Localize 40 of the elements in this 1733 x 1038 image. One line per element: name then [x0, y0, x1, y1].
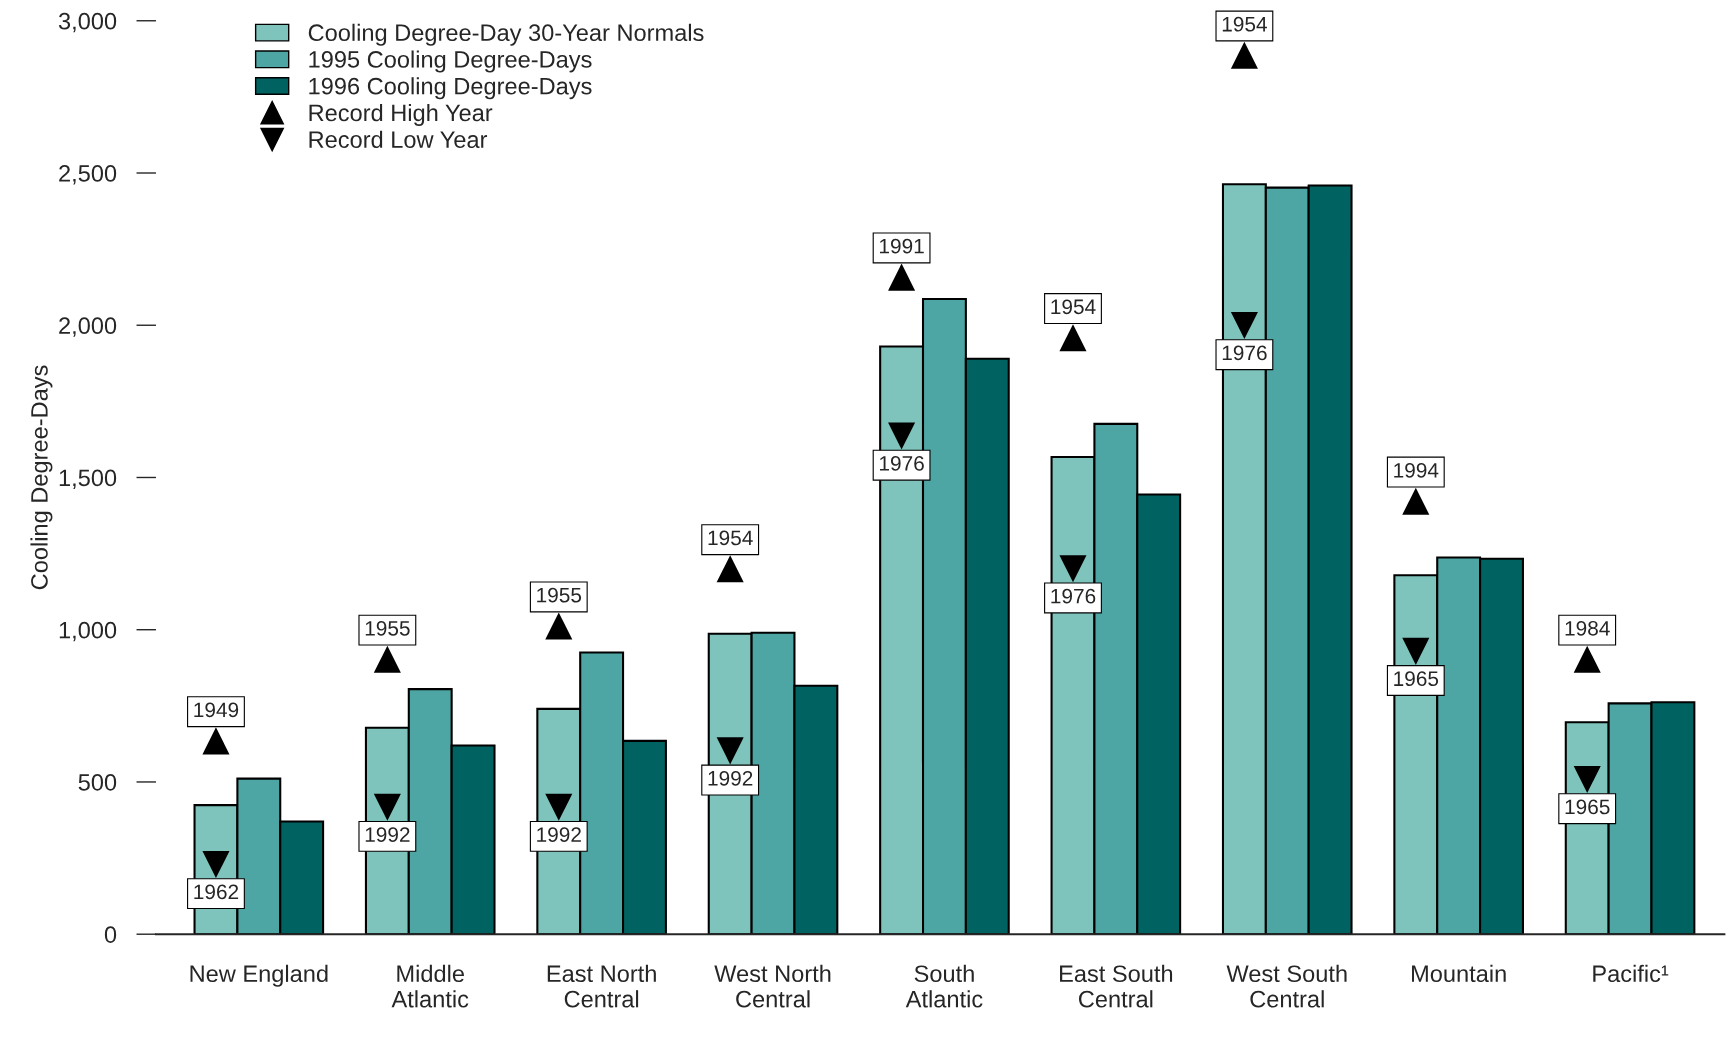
annotation: 1991 [880, 238, 924, 254]
x-tick-label: South Atlantic [905, 964, 983, 1008]
legend-label: Record Low Year [309, 130, 488, 149]
annotation: 1992 [708, 770, 753, 786]
y-tick-label: 3,000 [58, 12, 117, 33]
annotation: 1954 [1051, 299, 1096, 315]
annotation: 1954 [708, 530, 753, 546]
x-tick-label: East South Central [1060, 964, 1173, 1008]
x-tick-label: Middle Atlantic [391, 964, 469, 1008]
annotation: 1992 [365, 827, 410, 842]
annotation: 1992 [537, 827, 581, 842]
annotation: 1955 [537, 587, 582, 603]
annotation: 1994 [1394, 462, 1439, 478]
y-tick-label: 1,500 [59, 469, 117, 490]
x-tick-label: East North Central [547, 964, 656, 1008]
x-tick-label: West North Central [714, 964, 831, 1008]
legend-label: 1996 Cooling Degree-Days [309, 77, 592, 100]
x-tick-label: Pacific¹ [1593, 964, 1669, 983]
annotation: 1949 [194, 702, 239, 718]
x-tick-label: New England [190, 964, 328, 987]
annotation: 1965 [1394, 671, 1439, 687]
annotation: 1954 [1222, 16, 1267, 32]
x-tick-label: West South Central [1226, 964, 1347, 1008]
annotation: 1976 [1222, 345, 1267, 361]
y-tick-label: 500 [78, 774, 117, 791]
legend-label: 1995 Cooling Degree-Days [309, 50, 592, 73]
x-tick-label: Mountain [1412, 964, 1506, 983]
y-tick-label: 1,000 [59, 621, 117, 642]
y-tick-label: 0 [104, 926, 117, 943]
legend-label: Cooling Degree-Day 30-Year Normals [308, 23, 704, 46]
annotation: 1976 [880, 456, 924, 471]
annotation: 1984 [1565, 620, 1610, 636]
annotation: 1965 [1565, 799, 1610, 815]
y-tick-label: 2,000 [59, 317, 117, 337]
y-axis-title: Cooling Degree-Days [30, 365, 53, 590]
legend-label: Record High Year [309, 103, 493, 126]
annotation: 1976 [1051, 588, 1096, 604]
annotation: 1955 [365, 620, 410, 636]
y-tick-label: 2,500 [59, 165, 117, 185]
annotation: 1962 [194, 884, 239, 900]
